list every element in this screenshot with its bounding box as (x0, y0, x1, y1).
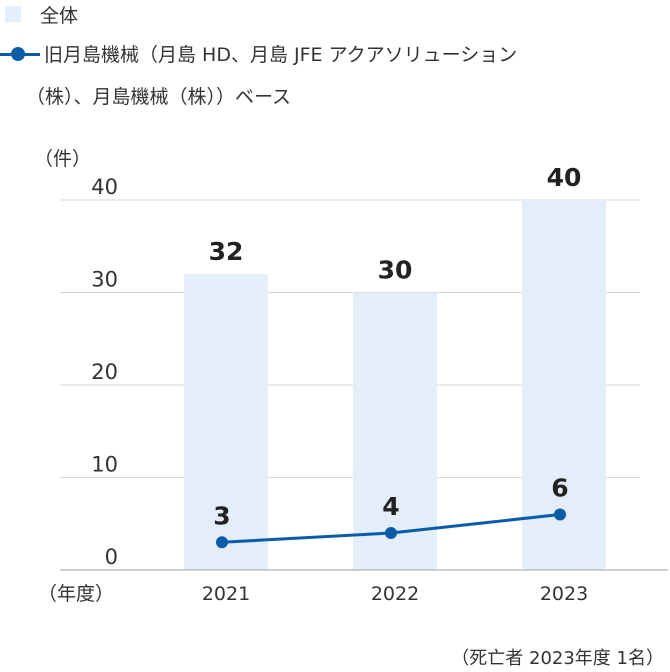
x-axis-label: （年度） (38, 583, 114, 605)
bar (522, 200, 606, 570)
bar-data-label: 30 (378, 256, 413, 285)
bars (184, 200, 606, 570)
x-tick-label: 2022 (371, 583, 419, 605)
x-tick-label: 2021 (202, 583, 250, 605)
legend-swatch-bar (5, 6, 21, 22)
legend-label-former: 旧月島機械（月島 HD、月島 JFE アクアソリューション (44, 44, 518, 66)
y-tick-label: 10 (91, 453, 118, 477)
legend-label-total: 全体 (40, 4, 79, 27)
y-tick-label: 0 (105, 545, 118, 569)
bar-data-label: 40 (547, 163, 582, 192)
bar (353, 292, 437, 570)
y-tick-label: 30 (91, 268, 118, 292)
line-point (554, 508, 566, 521)
footnote: （死亡者 2023年度 1名） (451, 648, 664, 669)
y-tick-label: 40 (91, 175, 118, 199)
bar-data-label: 32 (209, 237, 244, 266)
legend-item-former: 旧月島機械（月島 HD、月島 JFE アクアソリューション (0, 40, 517, 67)
line-data-label: 4 (382, 492, 399, 521)
y-tick-label: 20 (91, 360, 118, 384)
bar (184, 274, 268, 570)
legend-item-total: 全体 (0, 2, 79, 27)
legend-label-former-cont: （株）、月島機械（株））ベース (26, 86, 292, 108)
line-data-label: 6 (551, 474, 568, 503)
line-point (216, 536, 228, 549)
x-tick-label: 2023 (540, 583, 588, 605)
line-point (385, 527, 397, 539)
series-line (216, 508, 566, 549)
y-axis-label: （件） (34, 148, 91, 170)
line-data-label: 3 (213, 501, 230, 530)
legend-line-marker-icon (0, 42, 40, 66)
